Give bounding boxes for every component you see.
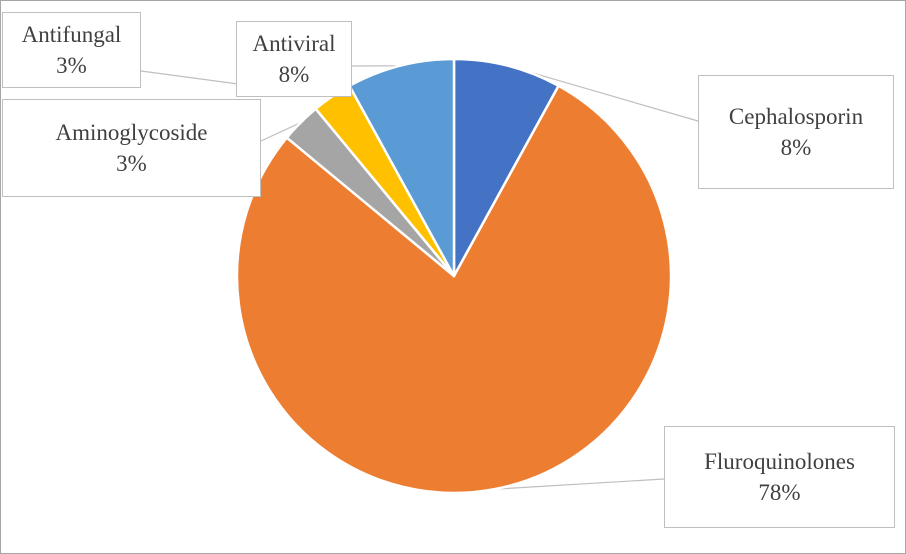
label-fluroquinolones: Fluroquinolones 78%: [664, 426, 895, 528]
leader-line-aminoglycoside: [260, 122, 301, 142]
pie-slice-cephalosporin: [452, 57, 560, 278]
label-antiviral: Antiviral 8%: [236, 21, 352, 97]
label-antifungal-value: 3%: [56, 53, 87, 78]
leader-line-fluroquinolones: [494, 478, 665, 490]
label-antiviral-name: Antiviral: [252, 31, 336, 56]
label-antifungal: Antifungal 3%: [2, 12, 141, 88]
label-fluroquinolones-name: Fluroquinolones: [704, 449, 855, 474]
label-aminoglycoside: Aminoglycoside 3%: [2, 99, 261, 197]
label-aminoglycoside-name: Aminoglycoside: [55, 120, 208, 145]
label-cephalosporin-name: Cephalosporin: [728, 104, 864, 129]
leader-line-cephalosporin: [507, 65, 699, 122]
label-cephalosporin: Cephalosporin 8%: [698, 75, 894, 189]
label-cephalosporin-value: 8%: [780, 135, 812, 160]
label-antifungal-name: Antifungal: [21, 22, 122, 47]
pie-slices: [235, 57, 673, 495]
label-fluroquinolones-value: 78%: [758, 480, 801, 505]
label-aminoglycoside-value: 3%: [116, 151, 147, 176]
label-antiviral-value: 8%: [278, 62, 310, 87]
